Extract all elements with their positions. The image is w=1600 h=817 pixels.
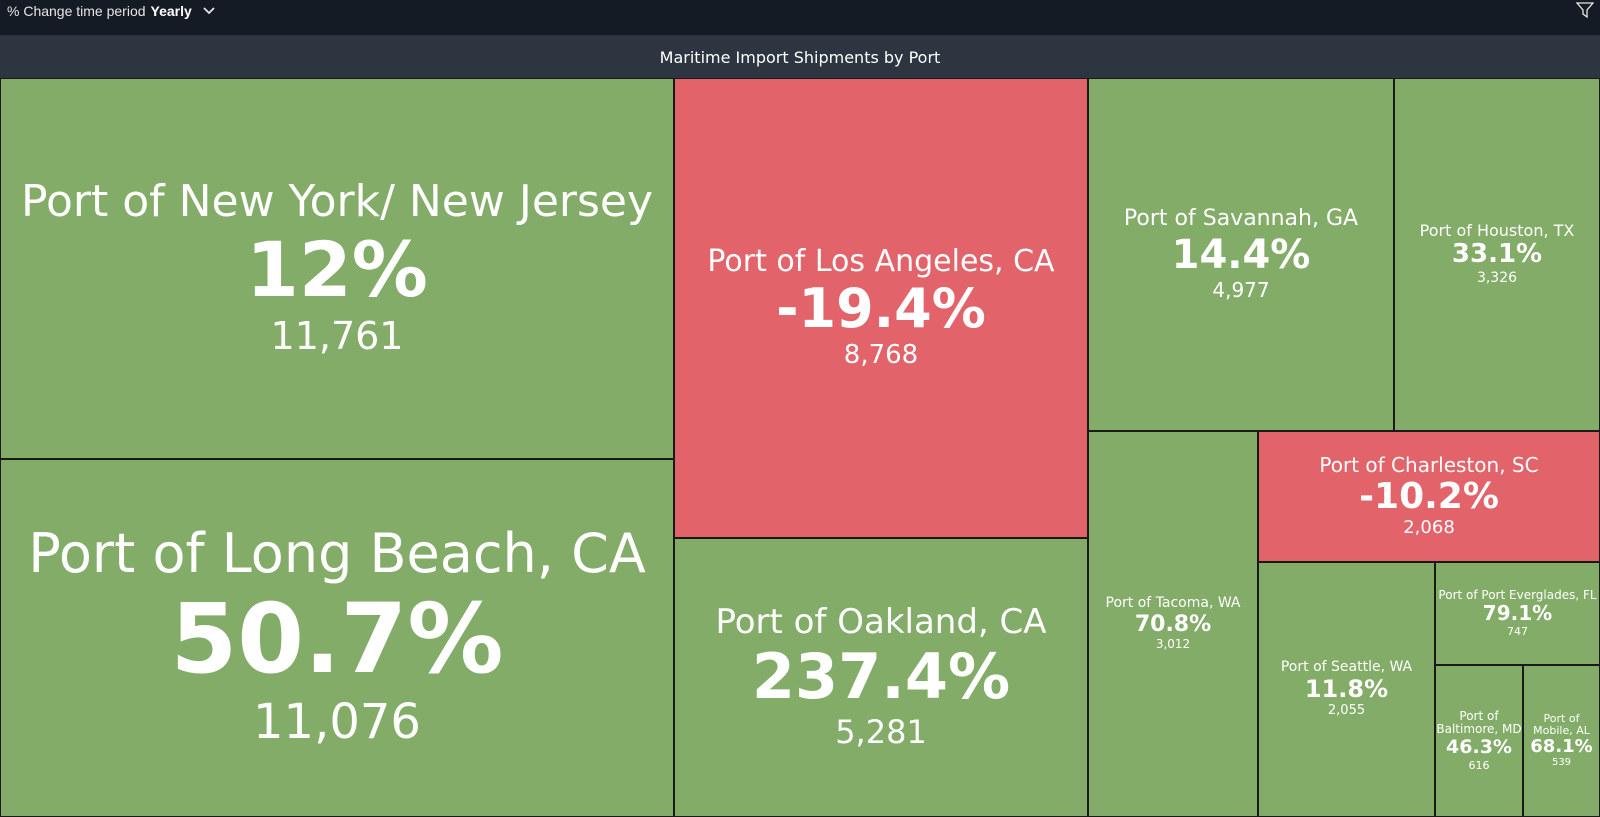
tile-count: 2,055 bbox=[1327, 703, 1366, 719]
tile-name: Port of Port Everglades, FL bbox=[1438, 587, 1597, 602]
tile-count: 11,761 bbox=[270, 313, 404, 358]
toolbar: % Change time period Yearly bbox=[0, 0, 1600, 36]
tile-name: Port of Charleston, SC bbox=[1319, 453, 1539, 477]
tile-count: 3,012 bbox=[1155, 637, 1191, 652]
chevron-down-icon[interactable] bbox=[202, 4, 216, 18]
tile-count: 2,068 bbox=[1403, 517, 1455, 539]
tile-port-mobile[interactable]: Port of Mobile, AL 68.1% 539 bbox=[1523, 665, 1600, 817]
filter-icon[interactable] bbox=[1576, 1, 1594, 19]
tile-count: 5,281 bbox=[835, 712, 927, 751]
tile-name: Port of Seattle, WA bbox=[1280, 659, 1413, 676]
tile-port-los-angeles[interactable]: Port of Los Angeles, CA -19.4% 8,768 bbox=[674, 78, 1088, 538]
tile-port-tacoma[interactable]: Port of Tacoma, WA 70.8% 3,012 bbox=[1088, 431, 1258, 817]
tile-port-charleston[interactable]: Port of Charleston, SC -10.2% 2,068 bbox=[1258, 431, 1600, 562]
tile-change: 11.8% bbox=[1304, 674, 1389, 703]
tile-change: -10.2% bbox=[1359, 476, 1499, 517]
tile-name: Port of Los Angeles, CA bbox=[707, 243, 1055, 279]
tile-name: Port of Baltimore, MD bbox=[1436, 709, 1522, 737]
tile-name: Port of Tacoma, WA bbox=[1105, 595, 1241, 612]
tile-change: 79.1% bbox=[1482, 601, 1553, 625]
tile-port-seattle[interactable]: Port of Seattle, WA 11.8% 2,055 bbox=[1258, 562, 1435, 817]
chart-title-bar: Maritime Import Shipments by Port bbox=[0, 36, 1600, 78]
tile-change: 46.3% bbox=[1446, 735, 1512, 758]
tile-name: Port of Savannah, GA bbox=[1123, 206, 1359, 232]
tile-change: 70.8% bbox=[1134, 611, 1212, 637]
tile-count: 3,326 bbox=[1476, 269, 1518, 286]
tile-port-new-york-new-jersey[interactable]: Port of New York/ New Jersey 12% 11,761 bbox=[0, 78, 674, 459]
tile-change: 68.1% bbox=[1530, 735, 1593, 757]
tile-name: Port of Mobile, AL bbox=[1533, 711, 1590, 737]
tile-port-baltimore[interactable]: Port of Baltimore, MD 46.3% 616 bbox=[1435, 665, 1523, 817]
tile-change: 237.4% bbox=[751, 640, 1011, 714]
period-dropdown[interactable]: % Change time period Yearly bbox=[7, 1, 216, 21]
tile-change: 50.7% bbox=[170, 582, 504, 695]
period-label: % Change time period bbox=[7, 3, 146, 19]
tile-count: 11,076 bbox=[253, 694, 421, 751]
tile-name: Port of Long Beach, CA bbox=[28, 522, 646, 586]
tile-port-houston[interactable]: Port of Houston, TX 33.1% 3,326 bbox=[1394, 78, 1600, 431]
tile-count: 4,977 bbox=[1212, 277, 1270, 302]
period-value: Yearly bbox=[150, 3, 192, 19]
tile-name: Port of New York/ New Jersey bbox=[20, 175, 654, 227]
tile-name: Port of Houston, TX bbox=[1419, 221, 1575, 241]
tile-count: 539 bbox=[1551, 757, 1572, 769]
tile-change: 14.4% bbox=[1171, 231, 1311, 278]
tile-name: Port of Oakland, CA bbox=[715, 601, 1047, 642]
tile-change: 12% bbox=[246, 225, 428, 315]
treemap: Port of New York/ New Jersey 12% 11,761 … bbox=[0, 78, 1600, 817]
tile-port-savannah[interactable]: Port of Savannah, GA 14.4% 4,977 bbox=[1088, 78, 1394, 431]
tile-count: 8,768 bbox=[843, 339, 919, 370]
chart-title: Maritime Import Shipments by Port bbox=[659, 47, 941, 67]
tile-port-everglades[interactable]: Port of Port Everglades, FL 79.1% 747 bbox=[1435, 562, 1600, 665]
tile-port-oakland[interactable]: Port of Oakland, CA 237.4% 5,281 bbox=[674, 538, 1088, 817]
tile-count: 747 bbox=[1507, 625, 1528, 638]
tile-change: 33.1% bbox=[1451, 238, 1543, 269]
tile-count: 616 bbox=[1468, 758, 1490, 772]
tile-port-long-beach[interactable]: Port of Long Beach, CA 50.7% 11,076 bbox=[0, 459, 674, 817]
tile-change: -19.4% bbox=[776, 276, 986, 340]
